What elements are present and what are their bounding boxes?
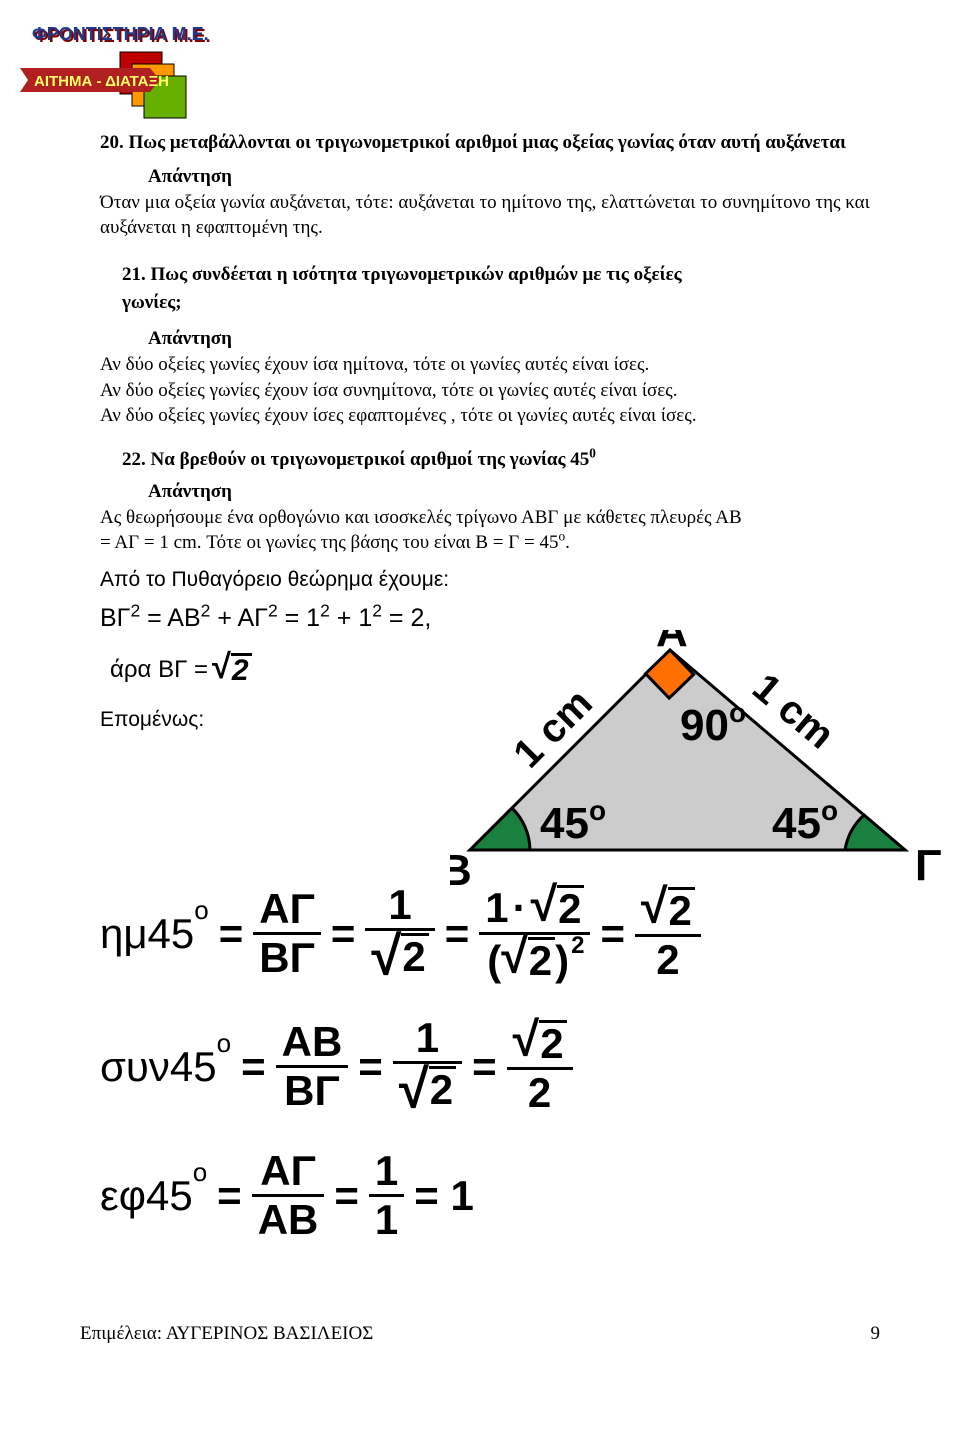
q21-line1: 21. Πως συνδέεται η ισότητα τριγωνομετρι… xyxy=(122,264,682,285)
svg-text:ΑΙΤΗΜΑ - ΔΙΑΤΑΞΗ: ΑΙΤΗΜΑ - ΔΙΑΤΑΞΗ xyxy=(34,73,169,90)
q20-body: Όταν μια οξεία γωνία αυξάνεται, τότε: αυ… xyxy=(80,190,880,241)
bg-equation: ΒΓ2 = ΑΒ2 + ΑΓ2 = 12 + 12 = 2, xyxy=(80,604,880,633)
q20-answer-label: Απάντηση xyxy=(80,166,880,188)
logo: ΦΡΟΝΤΙΣΤΗΡΙΑ Μ.Ε. ΦΡΟΝΤΙΣΤΗΡΙΑ Μ.Ε. ΑΙΤΗ… xyxy=(20,20,880,130)
q21-line2: γωνίες; xyxy=(122,292,182,313)
eq-sin45: ημ45ο = ΑΓΒΓ = 1 √2 = 1·√2 (√2)2 = √2 2 xyxy=(80,882,880,985)
q21-b1: Αν δύο οξείες γωνίες έχουν ίσα ημίτονα, … xyxy=(100,354,649,375)
q21: 21. Πως συνδέεται η ισότητα τριγωνομετρι… xyxy=(80,261,880,429)
q22-answer-label: Απάντηση xyxy=(80,481,880,503)
vertex-b: Β xyxy=(450,846,472,890)
eq-cos45: συν45ο = ΑΒΒΓ = 1 √2 = √2 2 xyxy=(80,1015,880,1118)
sqrt2: √2 xyxy=(212,653,252,686)
q21-title: 21. Πως συνδέεται η ισότητα τριγωνομετρι… xyxy=(80,261,880,318)
q22-body: Ας θεωρήσουμε ένα ορθογώνιο και ισοσκελέ… xyxy=(80,505,880,556)
eq-tan45: εφ45ο = ΑΓΑΒ = 11 = 1 xyxy=(80,1148,880,1243)
pythag-label: Από το Πυθαγόρειο θεώρημα έχουμε: xyxy=(80,568,880,592)
q22-title: 22. Να βρεθούν οι τριγωνομετρικοί αριθμο… xyxy=(80,449,880,471)
logo-top-text: ΦΡΟΝΤΙΣΤΗΡΙΑ Μ.Ε. xyxy=(32,24,209,44)
q20-title: 20. Πως μεταβάλλονται οι τριγωνομετρικοί… xyxy=(80,130,880,156)
logo-banner: ΑΙΤΗΜΑ - ΔΙΑΤΑΞΗ xyxy=(20,68,169,92)
page-number: 9 xyxy=(871,1323,881,1345)
q21-b3: Αν δύο οξείες γωνίες έχουν ίσες εφαπτομέ… xyxy=(100,405,697,426)
q21-body: Αν δύο οξείες γωνίες έχουν ίσα ημίτονα, … xyxy=(80,352,880,429)
q21-b2: Αν δύο οξείες γωνίες έχουν ίσα συνημίτον… xyxy=(100,380,677,401)
vertex-g: Γ xyxy=(915,841,941,890)
footer-left: Επιμέλεια: ΑΥΓΕΡΙΝΟΣ ΒΑΣΙΛΕΙΟΣ xyxy=(80,1323,373,1345)
footer: Επιμέλεια: ΑΥΓΕΡΙΝΟΣ ΒΑΣΙΛΕΙΟΣ 9 xyxy=(0,1283,960,1365)
vertex-a: Α xyxy=(656,630,688,656)
q20: 20. Πως μεταβάλλονται οι τριγωνομετρικοί… xyxy=(80,130,880,241)
q21-answer-label: Απάντηση xyxy=(80,328,880,350)
triangle-diagram: Α Β Γ 1 cm 1 cm 90ο 45ο 45ο xyxy=(450,630,950,890)
